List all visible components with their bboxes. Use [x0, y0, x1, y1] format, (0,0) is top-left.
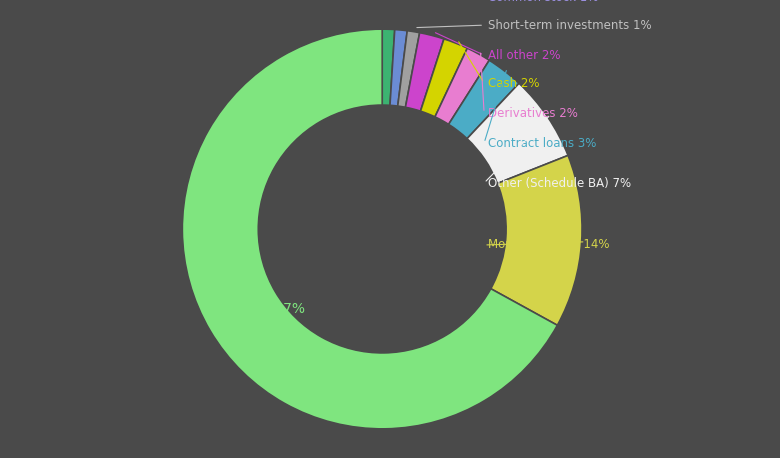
Text: Bonds 67%: Bonds 67%	[227, 302, 305, 316]
Text: Short-term investments 1%: Short-term investments 1%	[488, 19, 652, 32]
Wedge shape	[183, 29, 558, 429]
Text: Contract loans 3%: Contract loans 3%	[488, 136, 597, 150]
Wedge shape	[398, 31, 420, 107]
Wedge shape	[491, 155, 582, 325]
Text: Mortgage loans 14%: Mortgage loans 14%	[488, 239, 610, 251]
Text: Derivatives 2%: Derivatives 2%	[488, 107, 578, 120]
Wedge shape	[382, 29, 395, 105]
Wedge shape	[390, 29, 407, 106]
Text: All other 2%: All other 2%	[488, 49, 561, 62]
Wedge shape	[448, 60, 519, 139]
Wedge shape	[435, 48, 489, 125]
Text: Other (Schedule BA) 7%: Other (Schedule BA) 7%	[488, 176, 631, 190]
Text: Common stock 1%: Common stock 1%	[488, 0, 598, 4]
Wedge shape	[420, 39, 467, 117]
Wedge shape	[406, 33, 444, 111]
Text: Cash 2%: Cash 2%	[488, 76, 540, 90]
Wedge shape	[467, 83, 568, 183]
